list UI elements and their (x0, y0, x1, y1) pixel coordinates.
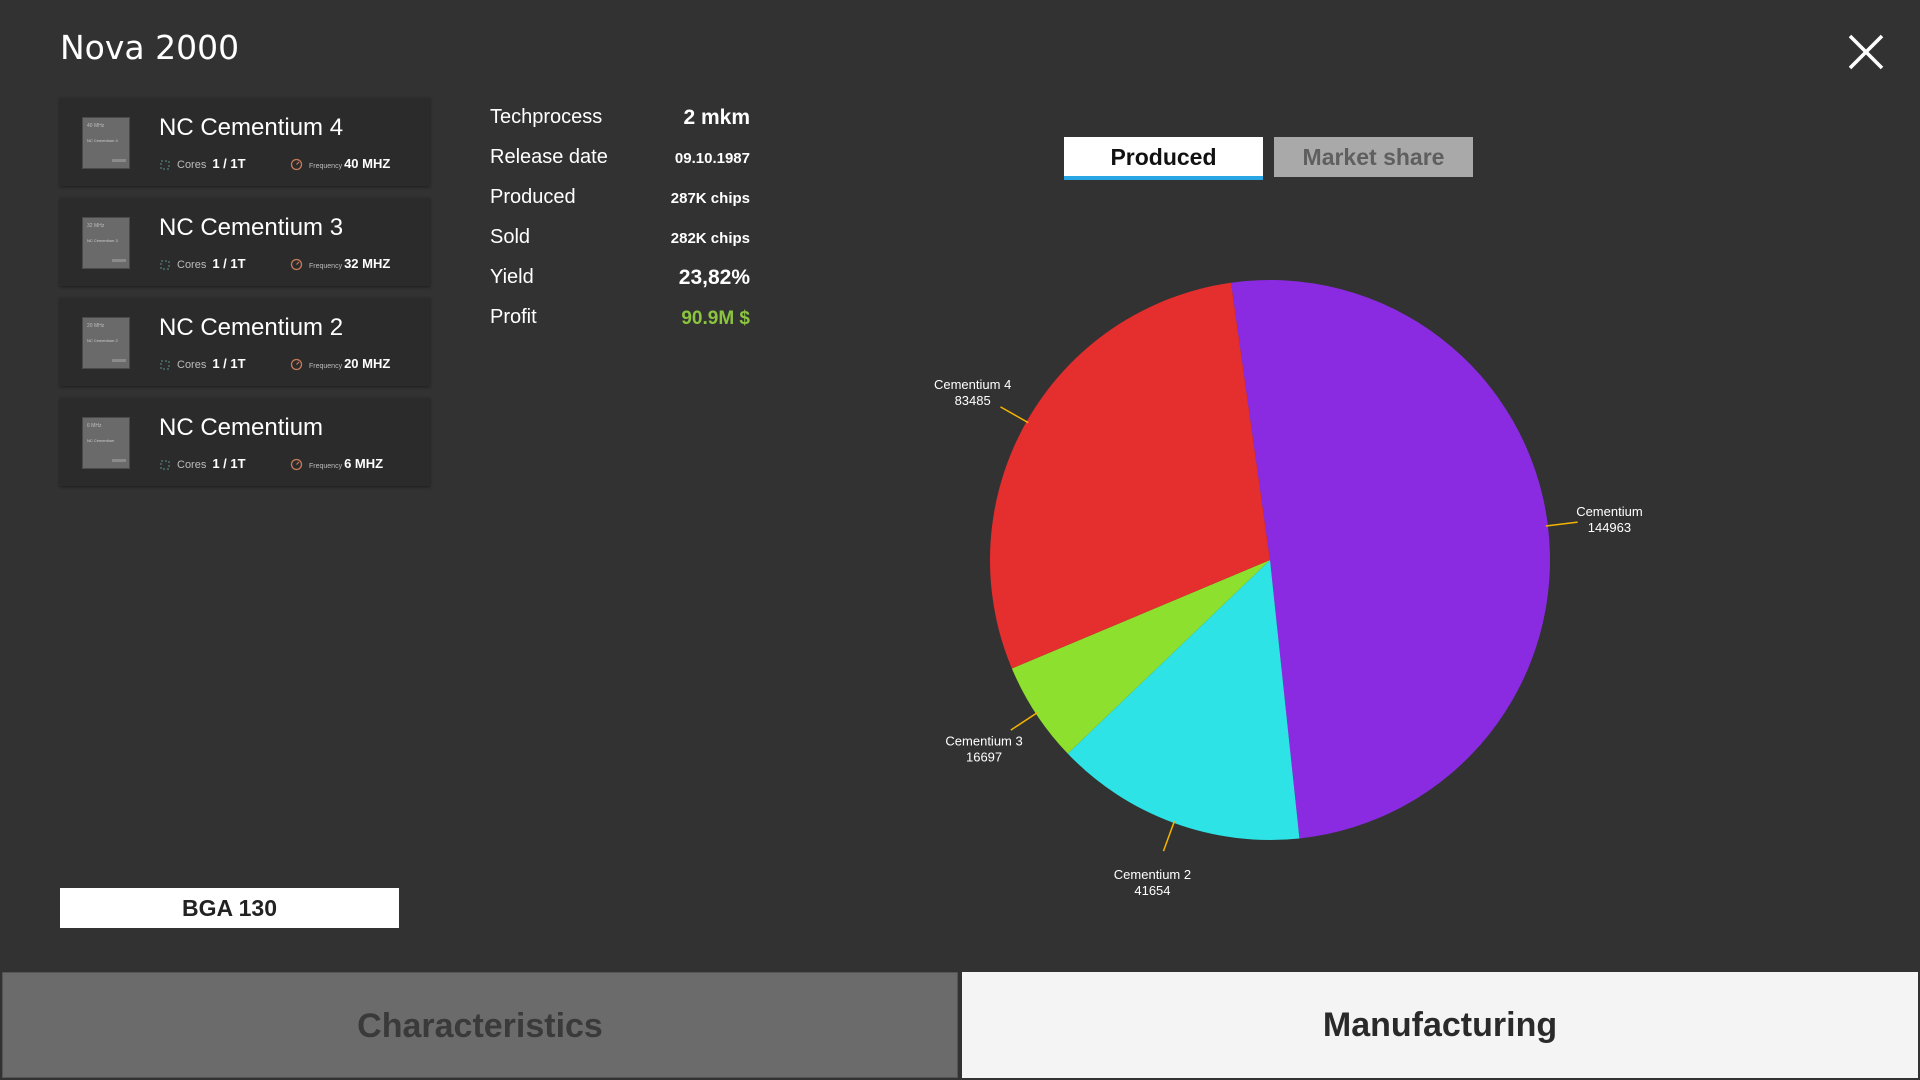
sold-value: 282K chips (670, 230, 750, 247)
pie-label-name: Cementium 2 (1114, 867, 1191, 882)
produced-value: 287K chips (670, 190, 750, 207)
frequency-value: 40 MHZ (344, 156, 391, 171)
cores-icon (160, 260, 170, 270)
chip-thumbnail-icon: 40 MHz NC Cementium 4 (82, 117, 130, 169)
chip-thumb-freq: 32 MHz (87, 223, 105, 229)
chip-list: 40 MHz NC Cementium 4 NC Cementium 4 Cor… (60, 98, 430, 498)
info-row-techprocess: Techprocess 2 mkm (490, 102, 750, 142)
tab-market-share[interactable]: Market share (1274, 137, 1473, 177)
frequency-gauge-icon (290, 158, 303, 171)
chip-name: NC Cementium (159, 414, 324, 441)
cores-value: 1 / 1T (212, 356, 246, 371)
pie-slice-cementium-2 (1067, 560, 1300, 840)
pie-slice-cementium-3 (1011, 560, 1270, 754)
cores-value: 1 / 1T (212, 256, 246, 271)
chip-name: NC Cementium 3 (159, 214, 344, 241)
cores-label: Cores (177, 359, 207, 371)
chip-thumb-name: NC Cementium (87, 438, 115, 443)
pie-leader-line (1000, 406, 1029, 424)
chip-thumb-freq: 20 MHz (87, 323, 105, 329)
pie-leader-line (1162, 820, 1176, 852)
pie-slice-cementium-4 (989, 282, 1270, 669)
info-label: Yield (490, 266, 534, 288)
info-row-profit: Profit 90.9M $ (490, 302, 750, 342)
frequency-gauge-icon (290, 358, 303, 371)
info-row-release-date: Release date 09.10.1987 (490, 142, 750, 182)
cores-label: Cores (177, 159, 207, 171)
pie-label-value: 41654 (1134, 883, 1170, 898)
chip-thumbnail-icon: 20 MHz NC Cementium 2 (82, 317, 130, 369)
info-row-produced: Produced 287K chips (490, 182, 750, 222)
info-label: Techprocess (490, 106, 603, 128)
info-label: Profit (490, 306, 537, 328)
frequency-value: 32 MHZ (344, 256, 391, 271)
socket-label: BGA 130 (60, 888, 399, 928)
frequency-value: 20 MHZ (344, 356, 391, 371)
tab-characteristics[interactable]: Characteristics (2, 972, 958, 1078)
close-icon[interactable] (1846, 32, 1886, 72)
pie-leader-line (1010, 711, 1038, 731)
pie-label-name: Cementium 4 (934, 377, 1011, 392)
chip-item-cementium-2[interactable]: 20 MHz NC Cementium 2 NC Cementium 2 Cor… (60, 298, 430, 386)
cores-icon (160, 160, 170, 170)
frequency-label: Frequency (309, 363, 343, 370)
tab-manufacturing[interactable]: Manufacturing (962, 972, 1918, 1078)
chip-thumb-freq: 40 MHz (87, 123, 105, 129)
frequency-label: Frequency (309, 463, 343, 470)
pie-label-value: 16697 (966, 750, 1002, 765)
cores-label: Cores (177, 459, 207, 471)
frequency-label: Frequency (309, 263, 343, 270)
frequency-label: Frequency (309, 163, 343, 170)
chip-specs: Cores 1 / 1T Frequency 32 MHZ (159, 256, 390, 271)
chip-thumbnail-icon: 6 MHz NC Cementium (82, 417, 130, 469)
pie-label-value: 83485 (955, 393, 991, 408)
chip-thumbnail-icon: 32 MHz NC Cementium 3 (82, 217, 130, 269)
pie-label-value: 144963 (1588, 520, 1631, 535)
info-label: Release date (490, 146, 608, 168)
frequency-gauge-icon (290, 258, 303, 271)
chip-thumb-freq: 6 MHz (87, 423, 102, 429)
frequency-gauge-icon (290, 458, 303, 471)
tab-produced[interactable]: Produced (1064, 137, 1263, 180)
window-title: Nova 2000 (60, 28, 240, 67)
chip-info-table: Techprocess 2 mkm Release date 09.10.198… (490, 102, 750, 342)
cores-value: 1 / 1T (212, 456, 246, 471)
info-label: Produced (490, 186, 576, 208)
pie-label-name: Cementium (1576, 504, 1642, 519)
chip-item-cementium[interactable]: 6 MHz NC Cementium NC Cementium Cores 1 /… (60, 398, 430, 486)
chip-specs: Cores 1 / 1T Frequency 20 MHZ (159, 356, 390, 371)
chip-thumb-name: NC Cementium 4 (87, 138, 118, 143)
yield-value: 23,82% (678, 266, 750, 289)
info-label: Sold (490, 226, 531, 248)
cores-label: Cores (177, 259, 207, 271)
frequency-value: 6 MHZ (344, 456, 384, 471)
chip-specs: Cores 1 / 1T Frequency 6 MHZ (159, 456, 383, 471)
info-row-yield: Yield 23,82% (490, 262, 750, 302)
chip-specs: Cores 1 / 1T Frequency 40 MHZ (159, 156, 390, 171)
chip-name: NC Cementium 4 (159, 114, 344, 141)
cores-value: 1 / 1T (212, 156, 246, 171)
cores-icon (160, 360, 170, 370)
release-date-value: 09.10.1987 (674, 150, 750, 167)
info-row-sold: Sold 282K chips (490, 222, 750, 262)
techprocess-value: 2 mkm (683, 106, 750, 129)
chip-name: NC Cementium 2 (159, 314, 344, 341)
chip-item-cementium-4[interactable]: 40 MHz NC Cementium 4 NC Cementium 4 Cor… (60, 98, 430, 186)
chip-thumb-name: NC Cementium 2 (87, 338, 118, 343)
chip-thumb-name: NC Cementium 3 (87, 238, 118, 243)
pie-label-name: Cementium 3 (945, 734, 1022, 749)
profit-value: 90.9M $ (681, 308, 750, 329)
pie-slice-cementium (1231, 280, 1550, 839)
chip-item-cementium-3[interactable]: 32 MHz NC Cementium 3 NC Cementium 3 Cor… (60, 198, 430, 286)
cores-icon (160, 460, 170, 470)
pie-leader-line (1545, 521, 1578, 527)
